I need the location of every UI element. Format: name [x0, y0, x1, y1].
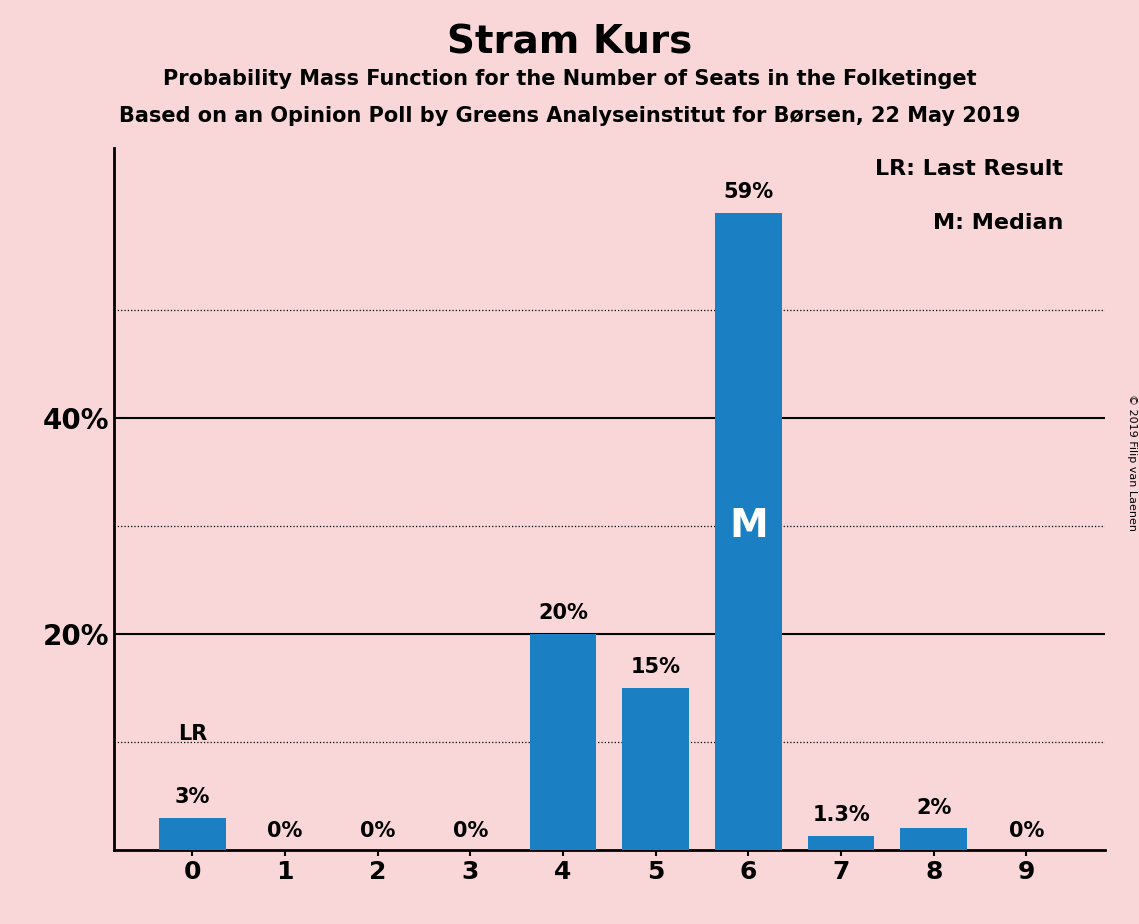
Text: © 2019 Filip van Laenen: © 2019 Filip van Laenen [1126, 394, 1137, 530]
Text: LR: Last Result: LR: Last Result [876, 159, 1064, 178]
Text: 20%: 20% [538, 603, 588, 623]
Text: 15%: 15% [631, 657, 681, 677]
Text: 3%: 3% [174, 787, 210, 807]
Text: M: Median: M: Median [933, 213, 1064, 233]
Text: Probability Mass Function for the Number of Seats in the Folketinget: Probability Mass Function for the Number… [163, 69, 976, 90]
Text: 1.3%: 1.3% [812, 805, 870, 825]
Text: Based on an Opinion Poll by Greens Analyseinstitut for Børsen, 22 May 2019: Based on an Opinion Poll by Greens Analy… [118, 106, 1021, 127]
Bar [530, 634, 597, 850]
Text: LR: LR [178, 724, 207, 744]
Bar [622, 688, 689, 850]
Text: 0%: 0% [268, 821, 303, 842]
Bar [159, 818, 226, 850]
Text: Stram Kurs: Stram Kurs [446, 23, 693, 61]
Text: 0%: 0% [1009, 821, 1044, 842]
Text: 2%: 2% [916, 797, 951, 818]
Bar [715, 213, 781, 850]
Bar [808, 836, 875, 850]
Bar [900, 829, 967, 850]
Text: 0%: 0% [452, 821, 487, 842]
Text: 59%: 59% [723, 182, 773, 201]
Text: M: M [729, 507, 768, 545]
Text: 0%: 0% [360, 821, 395, 842]
